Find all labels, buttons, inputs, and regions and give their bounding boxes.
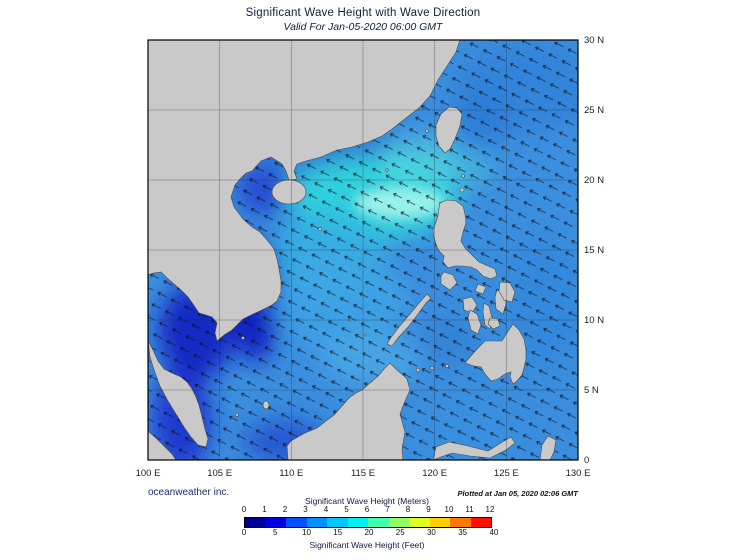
feet-tick-label: 20 [364, 528, 374, 537]
plotted-timestamp: Plotted at Jan 05, 2020 02:06 GMT [457, 489, 578, 498]
island-anambas [235, 413, 239, 417]
colorbar-segment [470, 518, 491, 527]
lon-tick-label: 110 E [279, 468, 304, 479]
lat-tick-label: 30 N [584, 35, 605, 46]
lat-tick-label: 25 N [584, 105, 605, 116]
map-frame [147, 39, 579, 461]
meters-tick-label: 1 [262, 505, 267, 514]
meters-tick-label: 5 [344, 505, 349, 514]
colorbar-segment [327, 518, 348, 527]
legend-feet-label: Significant Wave Height (Feet) [309, 540, 425, 550]
feet-tick-label: 5 [273, 528, 278, 537]
land-luzon [432, 199, 498, 280]
meters-tick-label: 6 [364, 505, 370, 514]
lon-tick-label: 105 E [207, 468, 233, 479]
colorbar-segment [450, 518, 471, 527]
lon-tick-label: 125 E [493, 468, 519, 479]
colorbar-segment [429, 518, 450, 527]
colorbar [244, 517, 492, 528]
land-masbate [474, 283, 487, 295]
land-panay [462, 296, 478, 314]
land-china-indochina [148, 40, 461, 342]
meters-tick-label: 11 [465, 505, 474, 514]
land-negros [467, 309, 482, 335]
page-title: Significant Wave Height with Wave Direct… [245, 7, 481, 19]
meters-tick-label: 4 [323, 505, 329, 514]
land-samar [498, 281, 516, 303]
land-mindanao [464, 323, 527, 385]
island-sulu-1 [415, 367, 421, 373]
land-borneo [286, 362, 411, 460]
land-sulawesi [432, 436, 516, 460]
island-sulu-3 [445, 364, 449, 368]
colorbar-segment [245, 518, 266, 527]
feet-tick-label: 10 [302, 528, 311, 537]
land-halmahera [539, 435, 557, 460]
meters-tick-label: 3 [303, 505, 308, 514]
meters-tick-label: 2 [282, 505, 288, 514]
island-natuna [262, 400, 270, 410]
lon-tick-label: 100 E [135, 468, 161, 479]
feet-tick-label: 35 [458, 528, 468, 537]
legend-meters-label: Significant Wave Height (Meters) [305, 496, 429, 506]
colorbar-segment [265, 518, 286, 527]
colorbar-segment [347, 518, 368, 527]
colorbar-segment [388, 518, 409, 527]
island-condao [241, 336, 245, 340]
feet-tick-label: 15 [333, 528, 343, 537]
land-bohol [487, 317, 501, 330]
lat-tick-label: 20 N [584, 175, 605, 186]
lat-tick-label: 10 N [584, 315, 605, 326]
lon-tick-label: 130 E [565, 468, 591, 479]
lat-tick-label: 15 N [584, 245, 605, 256]
colorbar-segment [286, 518, 307, 527]
island-batan [461, 174, 465, 178]
island-penghu [425, 129, 429, 133]
meters-tick-label: 12 [485, 505, 495, 514]
colorbar-segment [409, 518, 430, 527]
land-sumatra [148, 430, 177, 460]
lat-tick-label: 0 [584, 455, 590, 466]
island-pratas [385, 168, 389, 172]
meters-tick-label: 9 [426, 505, 431, 514]
feet-tick-label: 40 [489, 528, 499, 537]
meters-tick-label: 10 [444, 505, 454, 514]
page-subtitle: Valid For Jan-05-2020 06:00 GMT [283, 21, 443, 33]
island-spratly-2 [363, 333, 367, 337]
credit-text: oceanweather inc. [148, 487, 230, 498]
land-hainan [271, 179, 307, 205]
lon-tick-label: 115 E [350, 468, 376, 479]
island-paracel [318, 227, 322, 231]
feet-tick-label: 0 [241, 528, 247, 537]
island-babuyan [459, 187, 465, 193]
colorbar-segment [368, 518, 389, 527]
lat-tick-label: 5 N [584, 385, 599, 396]
meters-tick-label: 0 [241, 505, 247, 514]
feet-tick-label: 25 [395, 528, 405, 537]
feet-tick-label: 30 [426, 528, 436, 537]
land-taiwan [435, 106, 463, 154]
lon-tick-label: 120 E [422, 468, 448, 479]
meters-tick-label: 7 [385, 505, 390, 514]
land-malay-peninsula [148, 340, 209, 448]
island-sulu-2 [430, 366, 434, 370]
meters-tick-label: 8 [405, 505, 411, 514]
colorbar-segment [306, 518, 327, 527]
graticule [148, 40, 578, 460]
land-mindoro [440, 271, 458, 291]
